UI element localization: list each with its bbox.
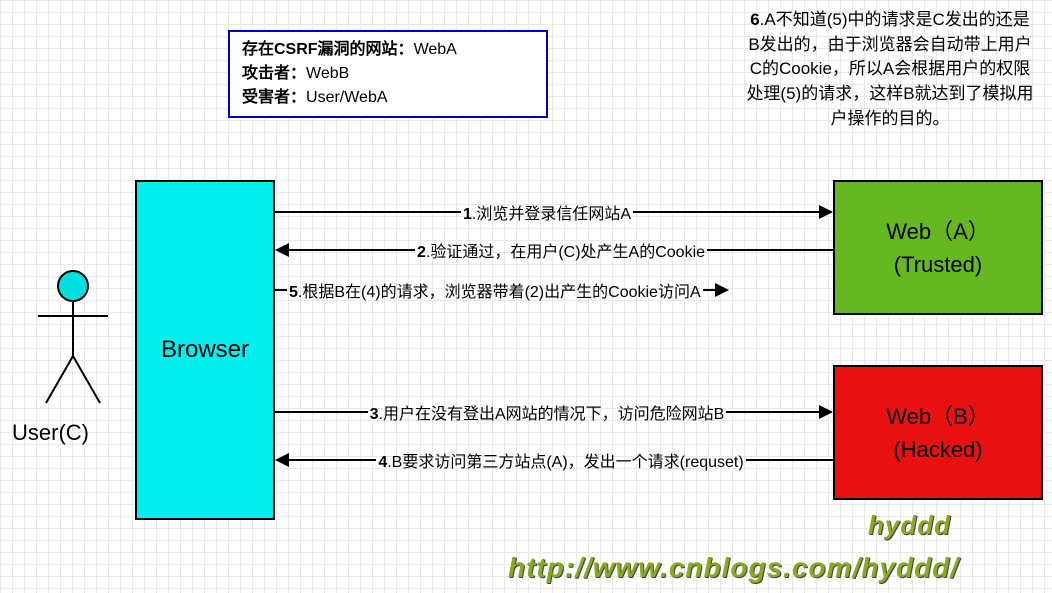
info-label-2: 攻击者： [242,65,306,82]
arrow-3-line-l [275,411,368,413]
browser-label: Browser [161,336,249,364]
note-6-text: .A不知道(5)中的请求是C发出的还是B发出的，由于浏览器会自动带上用户C的Co… [746,10,1033,128]
user-figure [28,268,118,443]
arrow-2-label: 2.验证通过，在用户(C)处产生A的Cookie [415,238,707,262]
user-svg [28,268,118,438]
arrow-2-num: 2 [417,244,426,261]
arrow-4-line-l [289,459,376,461]
arrow-3-num: 3 [370,406,379,423]
arrow-3-text: .用户在没有登出A网站的情况下，访问危险网站B [379,406,725,423]
arrow-5-head [715,283,729,297]
arrow-2-line-r [707,249,833,251]
web-a-line1: Web（A） [886,215,990,248]
arrow-4-head [275,453,289,467]
web-b-box: Web（B） (Hacked) [833,365,1043,500]
info-box: 存在CSRF漏洞的网站：WebA 攻击者：WebB 受害者：User/WebA [228,30,548,118]
arrow-5-line-r [703,289,715,291]
arrow-4-line-r [746,459,833,461]
arrow-5-label: 5.根据B在(4)的请求，浏览器带着(2)出产生的Cookie访问A [287,278,703,302]
arrow-3-head [819,405,833,419]
info-line-1: 存在CSRF漏洞的网站：WebA [242,38,534,62]
arrow-1-line-r [633,211,819,213]
info-val-1: WebA [414,41,457,58]
watermark-url: http://www.cnblogs.com/hyddd/ [508,552,959,584]
arrow-4-text: .B要求访问第三方站点(A)，发出一个请求(requset) [387,454,743,471]
arrow-5: 5.根据B在(4)的请求，浏览器带着(2)出产生的Cookie访问A [275,278,833,302]
arrow-4-label: 4.B要求访问第三方站点(A)，发出一个请求(requset) [376,448,745,472]
arrow-4-num: 4 [378,454,387,471]
arrow-5-line-l [275,289,287,291]
arrow-3-line-r [726,411,819,413]
note-6: 6.A不知道(5)中的请求是C发出的还是B发出的，由于浏览器会自动带上用户C的C… [745,8,1035,131]
arrow-2-head [275,243,289,257]
arrow-1-text: .浏览并登录信任网站A [472,206,631,223]
info-val-3: User/WebA [306,89,388,106]
web-a-box: Web（A） (Trusted) [833,180,1043,315]
arrow-4: 4.B要求访问第三方站点(A)，发出一个请求(requset) [275,448,833,472]
arrow-3-label: 3.用户在没有登出A网站的情况下，访问危险网站B [368,400,727,424]
web-b-line2: (Hacked) [893,433,982,466]
info-line-2: 攻击者：WebB [242,62,534,86]
note-6-num: 6 [750,10,759,29]
info-val-2: WebB [306,65,349,82]
arrow-1-num: 1 [463,206,472,223]
arrow-5-num: 5 [289,284,298,301]
watermark-name: hyddd [868,510,951,541]
arrow-1: 1.浏览并登录信任网站A [275,200,833,224]
arrow-2-text: .验证通过，在用户(C)处产生A的Cookie [426,244,705,261]
user-label: User(C) [12,420,89,446]
arrow-5-text: .根据B在(4)的请求，浏览器带着(2)出产生的Cookie访问A [298,284,701,301]
arrow-2: 2.验证通过，在用户(C)处产生A的Cookie [275,238,833,262]
info-line-3: 受害者：User/WebA [242,86,534,110]
info-label-3: 受害者： [242,89,306,106]
arrow-2-line-l [289,249,415,251]
arrow-1-line-l [275,211,461,213]
info-label-1: 存在CSRF漏洞的网站： [242,41,414,58]
web-b-line1: Web（B） [886,400,990,433]
browser-box: Browser [135,180,275,520]
web-a-line2: (Trusted) [894,248,982,281]
arrow-3: 3.用户在没有登出A网站的情况下，访问危险网站B [275,400,833,424]
arrow-1-label: 1.浏览并登录信任网站A [461,200,633,224]
arrow-1-head [819,205,833,219]
